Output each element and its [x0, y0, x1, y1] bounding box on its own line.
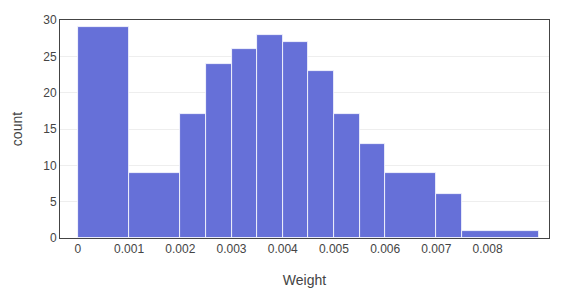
svg-text:0.005: 0.005 — [319, 242, 349, 256]
svg-text:0: 0 — [75, 242, 82, 256]
svg-text:0.004: 0.004 — [268, 242, 298, 256]
svg-text:25: 25 — [43, 50, 57, 64]
svg-text:Weight: Weight — [283, 272, 326, 288]
svg-text:15: 15 — [43, 122, 57, 136]
svg-text:5: 5 — [50, 195, 57, 209]
svg-text:0.008: 0.008 — [473, 242, 503, 256]
svg-text:0: 0 — [50, 231, 57, 245]
svg-text:0.001: 0.001 — [114, 242, 144, 256]
svg-text:0.003: 0.003 — [217, 242, 247, 256]
svg-text:30: 30 — [43, 13, 57, 27]
svg-text:20: 20 — [43, 86, 57, 100]
svg-text:count: count — [9, 112, 25, 146]
svg-text:0.002: 0.002 — [165, 242, 195, 256]
svg-text:0.006: 0.006 — [370, 242, 400, 256]
svg-text:0.007: 0.007 — [421, 242, 451, 256]
svg-text:10: 10 — [43, 159, 57, 173]
